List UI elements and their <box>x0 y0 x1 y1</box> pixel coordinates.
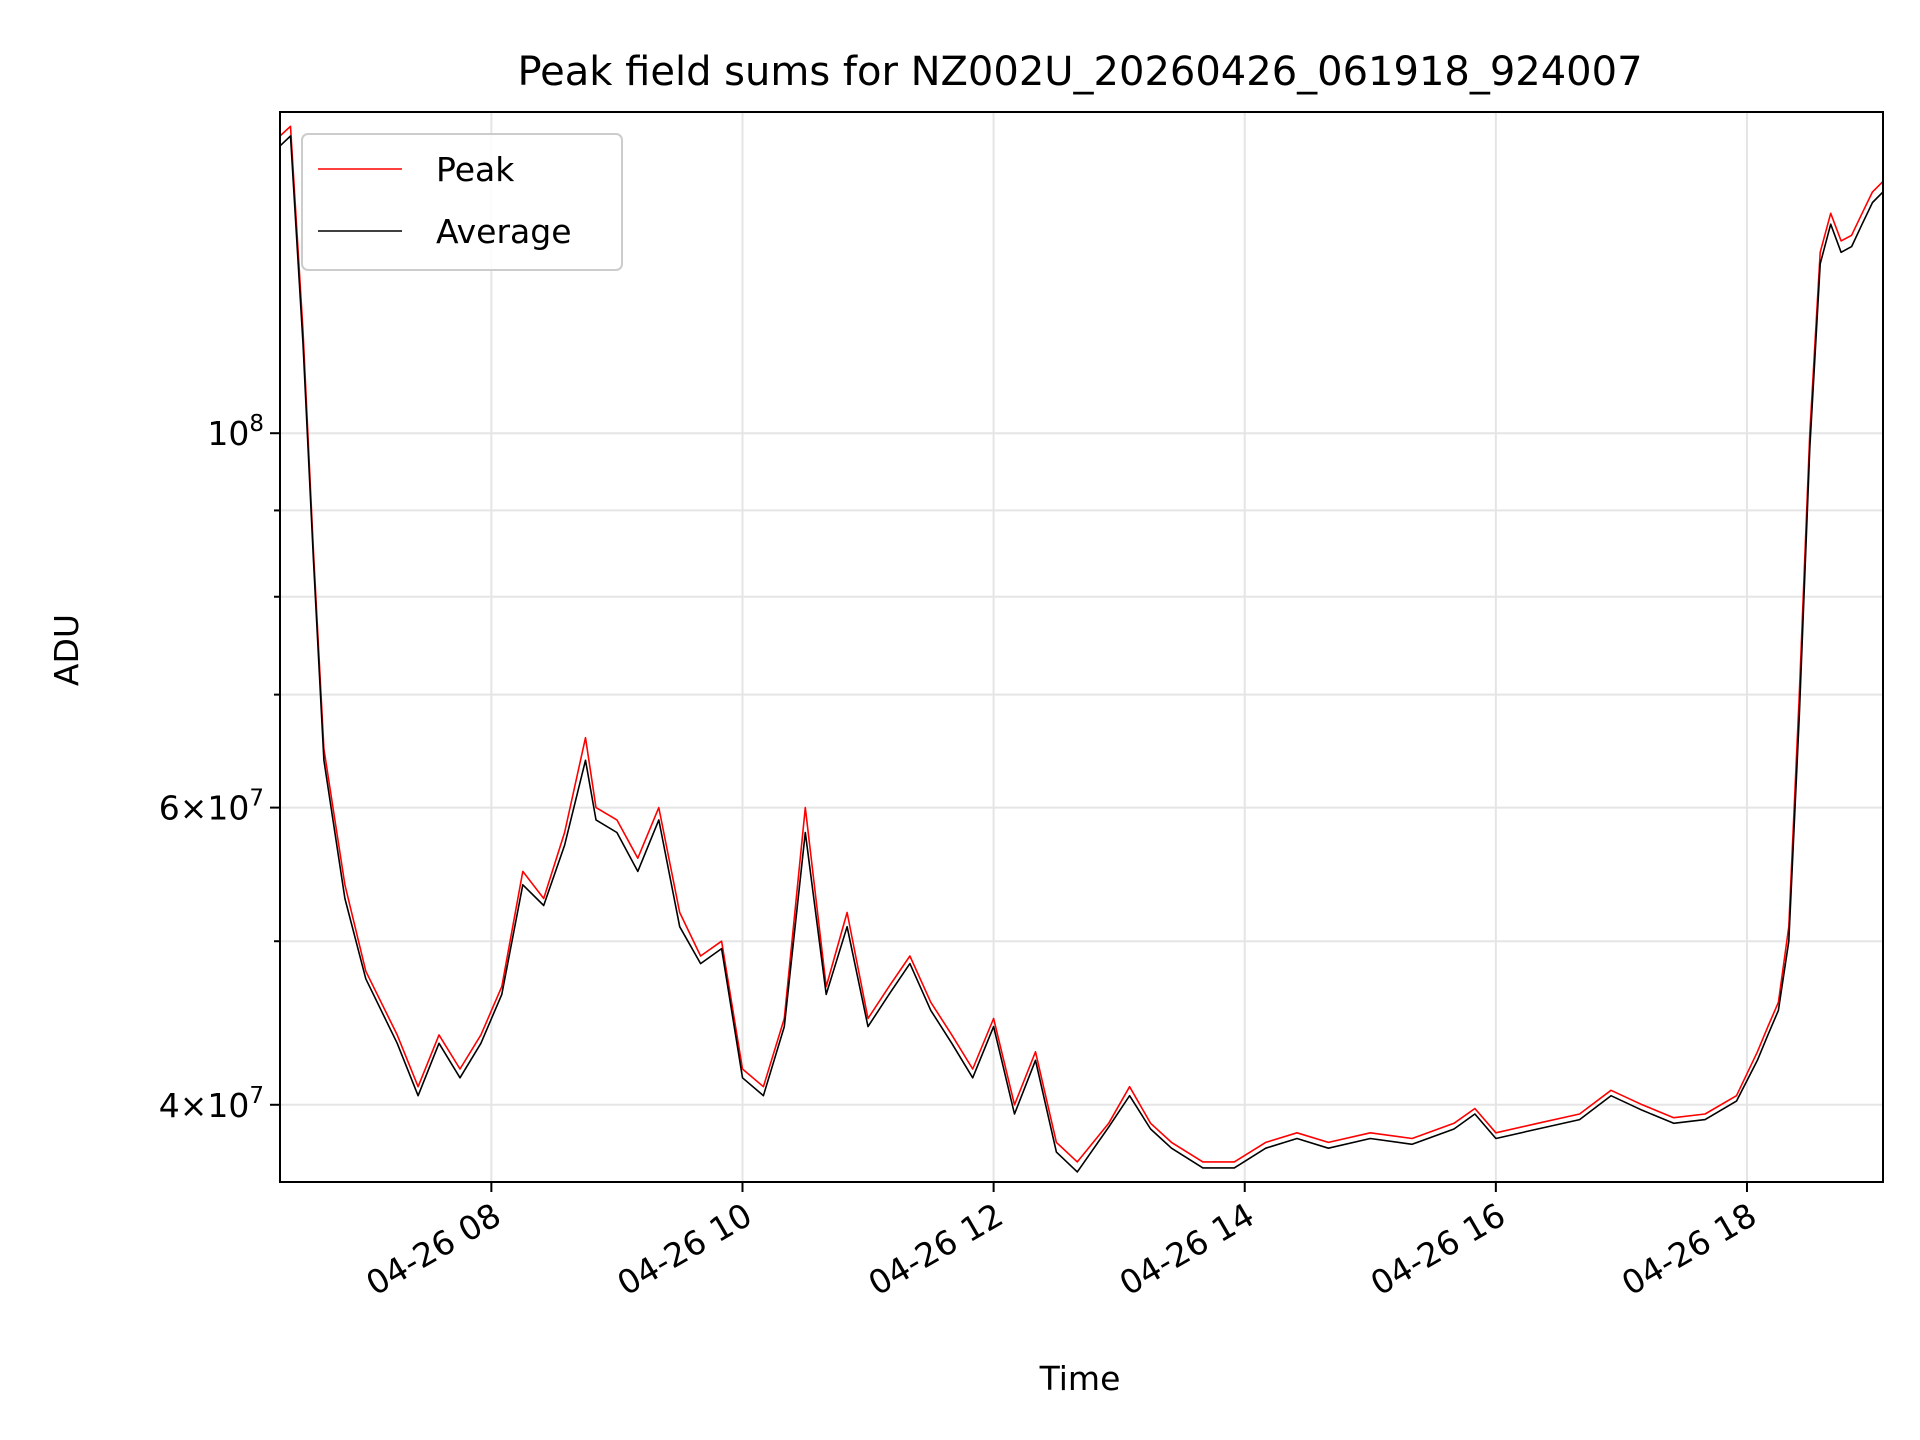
y-axis-label: ADU <box>47 614 86 686</box>
chart-title: Peak field sums for NZ002U_20260426_0619… <box>517 49 1642 95</box>
y-tick-label: 6×107 <box>159 786 264 828</box>
legend-box <box>301 133 623 271</box>
grid-layer <box>280 112 1883 1182</box>
x-axis-label: Time <box>1039 1359 1121 1398</box>
series-line-average <box>279 135 1884 1173</box>
legend: Peak Average <box>301 133 623 271</box>
legend-peak-label: Peak <box>436 150 515 189</box>
series-layer <box>279 125 1884 1173</box>
legend-average-label: Average <box>436 212 572 251</box>
series-line-peak <box>279 125 1884 1163</box>
y-axis: 4×107 6×107 108 <box>159 411 280 1125</box>
y-tick-label: 4×107 <box>159 1083 264 1125</box>
plot-frame <box>279 111 1884 1183</box>
y-tick-label: 108 <box>207 411 264 453</box>
